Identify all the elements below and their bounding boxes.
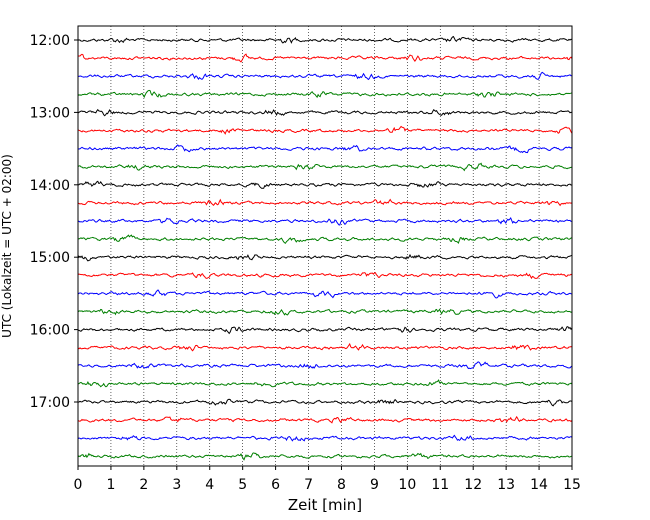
seismic-trace-1245 [77, 89, 573, 99]
seismic-trace-1645 [77, 379, 573, 388]
y-tick-label: 15:00 [30, 250, 70, 266]
x-tick-label: 1 [106, 477, 115, 493]
seismic-trace-1630 [77, 361, 573, 370]
x-tick-label: 8 [337, 477, 346, 493]
seismic-trace-1415 [77, 198, 573, 207]
x-tick-label: 6 [271, 477, 280, 493]
plot-frame [77, 25, 573, 467]
x-axis-label: Zeit [min] [288, 496, 362, 514]
seismic-trace-1715 [77, 415, 573, 424]
y-axis-ticks: 12:00 13:00 14:00 15:00 16:00 17:00 [30, 33, 78, 411]
y-axis-label: UTC (Lokalzeit = UTC + 02:00) [0, 154, 14, 338]
seismic-trace-1330 [77, 144, 573, 154]
seismic-trace-1530 [77, 289, 573, 299]
x-tick-label: 13 [497, 477, 515, 493]
seismic-trace-1230 [77, 71, 573, 81]
x-tick-label: 7 [304, 477, 313, 493]
seismic-traces [77, 35, 573, 461]
seismic-trace-1345 [77, 162, 573, 172]
x-tick-label: 10 [398, 477, 416, 493]
seismic-trace-1600 [77, 326, 573, 335]
seismic-trace-1730 [77, 434, 573, 442]
x-tick-label: 9 [370, 477, 379, 493]
plot-background [78, 26, 572, 466]
seismic-trace-1745 [77, 452, 573, 461]
x-tick-label: 5 [238, 477, 247, 493]
y-tick-label: 16:00 [30, 323, 70, 339]
seismic-trace-1200 [77, 35, 573, 44]
y-tick-label: 13:00 [30, 105, 70, 121]
seismic-trace-1515 [77, 272, 573, 280]
x-tick-label: 12 [464, 477, 482, 493]
seismic-trace-1615 [77, 342, 573, 352]
x-tick-label: 14 [530, 477, 548, 493]
x-tick-label: 0 [74, 477, 83, 493]
y-tick-label: 17:00 [30, 395, 70, 411]
x-tick-label: 4 [205, 477, 214, 493]
seismic-trace-1300 [77, 108, 573, 117]
x-tick-label: 2 [139, 477, 148, 493]
seismic-trace-1400 [77, 180, 573, 189]
seismic-trace-1315 [77, 125, 573, 135]
y-tick-label: 14:00 [30, 178, 70, 194]
seismic-trace-1215 [77, 53, 573, 63]
seismic-trace-1430 [77, 216, 573, 226]
x-axis-ticks: 0 1 2 3 4 5 6 7 8 9 10 11 12 13 14 15 [74, 466, 581, 493]
seismic-trace-1545 [77, 308, 573, 316]
x-tick-label: 3 [172, 477, 181, 493]
x-tick-label: 11 [431, 477, 449, 493]
y-tick-label: 12:00 [30, 33, 70, 49]
grid-lines [110, 26, 540, 466]
seismic-trace-1500 [77, 253, 573, 262]
seismic-trace-1445 [77, 234, 573, 244]
seismic-trace-1700 [77, 398, 573, 407]
x-tick-label: 15 [563, 477, 581, 493]
